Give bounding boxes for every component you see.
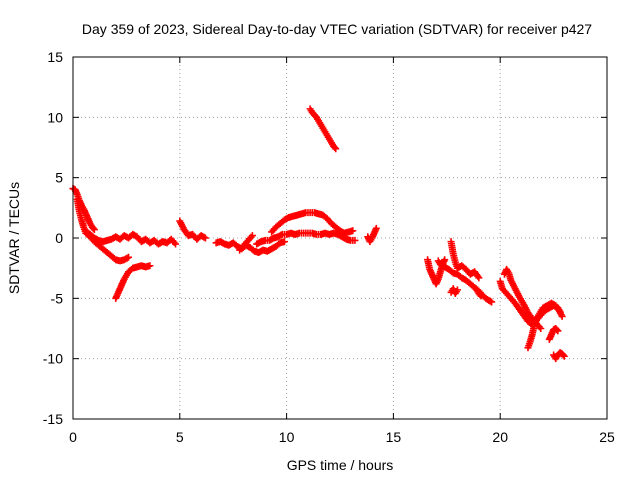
data-point bbox=[277, 231, 285, 239]
data-point bbox=[146, 262, 154, 270]
data-point bbox=[89, 224, 97, 232]
data-point bbox=[554, 327, 562, 335]
data-point bbox=[201, 234, 209, 242]
data-point bbox=[248, 232, 256, 240]
data-point bbox=[372, 224, 380, 232]
axis-ticks: 0 5 10 15 20 25 -15 -10 -5 0 5 10 15 bbox=[43, 49, 615, 445]
data-point bbox=[537, 325, 545, 332]
data-point bbox=[476, 291, 484, 299]
y-tick-label: -15 bbox=[43, 411, 63, 427]
data-point bbox=[331, 144, 339, 151]
data-point bbox=[280, 238, 288, 246]
data-series-sdtvar bbox=[69, 105, 568, 363]
x-tick-label: 0 bbox=[69, 429, 77, 445]
data-point bbox=[559, 351, 567, 359]
data-point bbox=[477, 292, 485, 300]
y-axis-label: SDTVAR / TECUs bbox=[6, 182, 22, 294]
data-point bbox=[125, 253, 133, 261]
x-axis-label: GPS time / hours bbox=[287, 457, 394, 473]
data-point bbox=[553, 326, 561, 334]
data-point bbox=[474, 272, 482, 280]
data-point bbox=[441, 256, 449, 264]
x-tick-label: 25 bbox=[599, 429, 615, 445]
y-tick-label: 10 bbox=[47, 109, 63, 125]
data-point bbox=[349, 227, 357, 235]
data-point bbox=[488, 298, 496, 306]
data-point bbox=[556, 308, 564, 316]
data-point bbox=[123, 254, 131, 262]
y-tick-label: -5 bbox=[51, 290, 64, 306]
x-tick-label: 5 bbox=[176, 429, 184, 445]
y-tick-label: -10 bbox=[43, 351, 63, 367]
y-tick-label: 5 bbox=[55, 170, 63, 186]
y-tick-label: 0 bbox=[55, 230, 63, 246]
data-point bbox=[200, 233, 208, 241]
data-point bbox=[172, 240, 180, 248]
data-point bbox=[332, 145, 340, 153]
data-point bbox=[555, 306, 563, 314]
data-point bbox=[90, 226, 98, 234]
data-point bbox=[453, 286, 461, 294]
x-tick-label: 20 bbox=[492, 429, 508, 445]
chart-title: Day 359 of 2023, Sidereal Day-to-day VTE… bbox=[82, 21, 592, 37]
x-tick-label: 10 bbox=[279, 429, 295, 445]
data-point bbox=[558, 312, 566, 320]
x-tick-label: 15 bbox=[386, 429, 402, 445]
data-point bbox=[475, 274, 483, 282]
data-point bbox=[486, 297, 494, 305]
data-point bbox=[560, 352, 568, 360]
data-point bbox=[351, 236, 359, 244]
y-tick-label: 15 bbox=[47, 49, 63, 65]
